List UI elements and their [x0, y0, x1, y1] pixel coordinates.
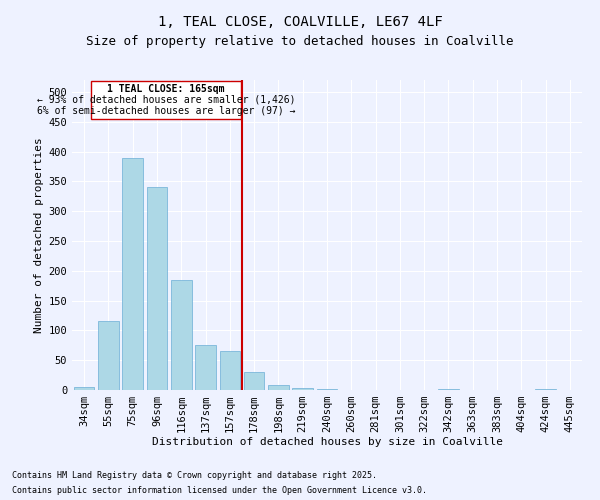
Bar: [220, 351, 240, 390]
Bar: [244, 372, 265, 390]
Text: 1, TEAL CLOSE, COALVILLE, LE67 4LF: 1, TEAL CLOSE, COALVILLE, LE67 4LF: [158, 15, 442, 29]
Text: 1 TEAL CLOSE: 165sqm: 1 TEAL CLOSE: 165sqm: [107, 84, 225, 94]
Bar: [98, 322, 119, 390]
Bar: [268, 385, 289, 390]
Bar: [122, 158, 143, 390]
Text: Contains public sector information licensed under the Open Government Licence v3: Contains public sector information licen…: [12, 486, 427, 495]
FancyBboxPatch shape: [91, 81, 241, 118]
Bar: [146, 188, 167, 390]
Text: ← 93% of detached houses are smaller (1,426): ← 93% of detached houses are smaller (1,…: [37, 95, 295, 105]
Text: 6% of semi-detached houses are larger (97) →: 6% of semi-detached houses are larger (9…: [37, 106, 295, 116]
Bar: [317, 389, 337, 390]
Text: Size of property relative to detached houses in Coalville: Size of property relative to detached ho…: [86, 35, 514, 48]
Bar: [195, 346, 216, 390]
X-axis label: Distribution of detached houses by size in Coalville: Distribution of detached houses by size …: [151, 436, 503, 446]
Y-axis label: Number of detached properties: Number of detached properties: [34, 137, 44, 333]
Bar: [292, 388, 313, 390]
Bar: [74, 387, 94, 390]
Bar: [171, 280, 191, 390]
Text: Contains HM Land Registry data © Crown copyright and database right 2025.: Contains HM Land Registry data © Crown c…: [12, 471, 377, 480]
